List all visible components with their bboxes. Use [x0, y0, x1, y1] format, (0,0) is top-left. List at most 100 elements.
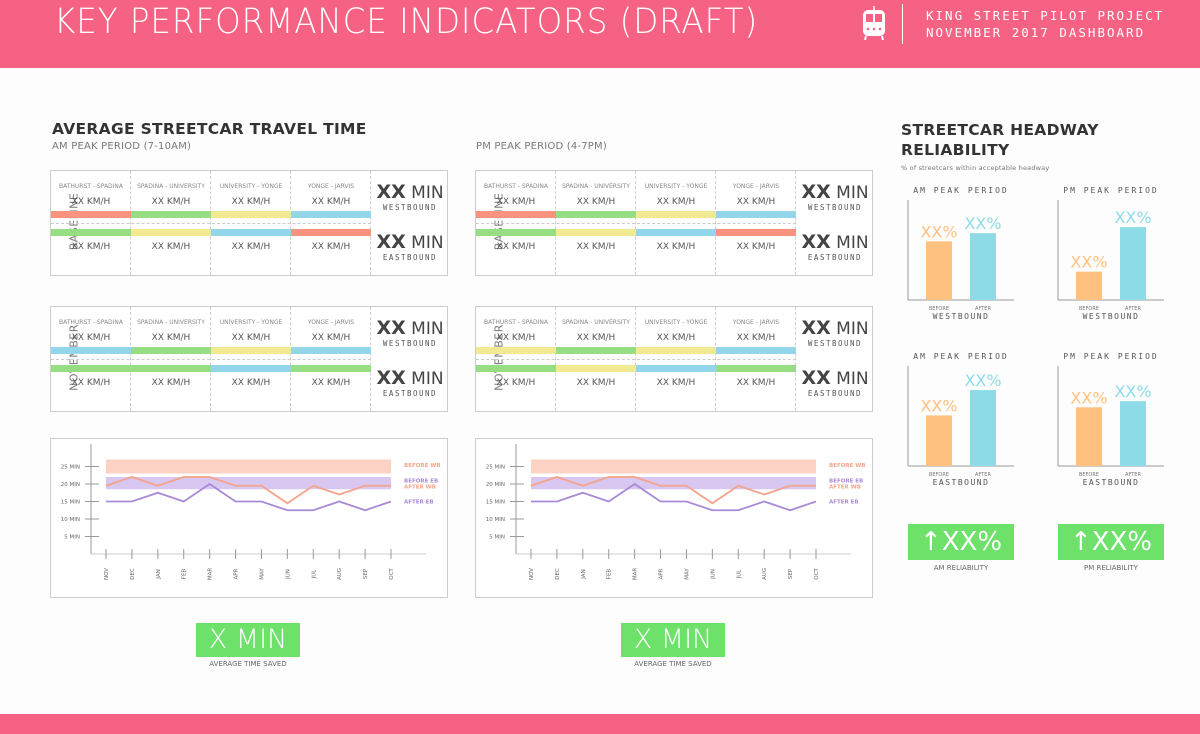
pm-time-saved-caption: AVERAGE TIME SAVED — [634, 660, 712, 668]
legend-after-eb: AFTER EB — [404, 500, 434, 506]
y-tick-label: 15 MIN — [486, 500, 505, 506]
segment-column: YONGE - JARVIS XX KM/H XX KM/H — [291, 307, 371, 411]
direction-label: WESTBOUND — [933, 312, 990, 321]
headway-chart-title: AM PEAK PERIOD — [913, 352, 1009, 361]
wb-speed-bar — [51, 347, 131, 354]
eb-speed-bar — [716, 365, 796, 372]
legend-before-eb: BEFORE EB — [829, 479, 863, 485]
eb-total-time: XX MIN EASTBOUND — [371, 367, 449, 398]
wb-min-unit: MIN — [411, 319, 444, 339]
wb-total-time: XX MIN WESTBOUND — [371, 181, 449, 212]
series-after-eb — [106, 482, 392, 512]
headway-chart-title: PM PEAK PERIOD — [1063, 186, 1159, 195]
bar-before — [926, 241, 952, 300]
bar-value-label: XX% — [1070, 253, 1107, 272]
series-after-wb — [105, 476, 391, 505]
legend-after-wb: AFTER WB — [829, 484, 861, 490]
wb-direction: WESTBOUND — [807, 203, 863, 212]
wb-speed: XX KM/H — [656, 197, 696, 207]
x-tick-label: JAN — [581, 569, 587, 579]
segment-name: SPADINA - UNIVERSITY — [137, 183, 205, 190]
legend-before-eb: BEFORE EB — [404, 479, 438, 485]
row-divider — [476, 359, 796, 360]
x-tick-label: OCT — [814, 568, 820, 580]
am-trend-svg: 5 MIN 10 MIN 15 MIN 20 MIN 25 MIN NOV DEC JAN FE… — [61, 444, 441, 580]
legend-before-wb: BEFORE WB — [829, 463, 866, 469]
eb-speed-bar — [636, 229, 716, 236]
wb-min-value: XX — [376, 317, 406, 339]
wb-speed: XX KM/H — [151, 333, 191, 343]
band-before-wb — [106, 459, 391, 474]
eb-total-time: XX MIN EASTBOUND — [796, 231, 874, 262]
headway-title-line1: STREETCAR HEADWAY — [901, 121, 1099, 139]
x-tick-label: AUG — [762, 568, 768, 580]
wb-speed: XX KM/H — [231, 333, 271, 343]
footer-bar — [0, 714, 1200, 734]
wb-speed-bar — [556, 211, 636, 218]
wb-speed: XX KM/H — [496, 197, 536, 207]
y-tick-label: 25 MIN — [486, 465, 505, 471]
wb-speed: XX KM/H — [231, 197, 271, 207]
headway-subtitle: % of streetcars within acceptable headwa… — [901, 164, 1050, 172]
dashboard-name: NOVEMBER 2017 DASHBOARD — [926, 25, 1146, 40]
wb-speed-bar — [476, 211, 556, 218]
direction-label: WESTBOUND — [1083, 312, 1140, 321]
travel-table-pm-november: NOVEMBER BATHURST - SPADINA XX KM/H XX K… — [475, 306, 873, 412]
segment-column: UNIVERSITY - YONGE XX KM/H XX KM/H — [211, 307, 291, 411]
series-after-wb — [530, 476, 816, 505]
eb-speed: XX KM/H — [656, 242, 696, 252]
eb-speed: XX KM/H — [576, 242, 616, 252]
wb-speed-bar — [131, 211, 211, 218]
headway-chart-am-wb: AM PEAK PERIOD XX% BEFORE XX% AFTER WESTBOUND — [906, 186, 1016, 339]
eb-speed: XX KM/H — [736, 378, 776, 388]
segment-name: SPADINA - UNIVERSITY — [137, 319, 205, 326]
wb-direction: WESTBOUND — [382, 339, 438, 348]
eb-speed: XX KM/H — [71, 378, 111, 388]
segment-name: SPADINA - UNIVERSITY — [562, 183, 630, 190]
eb-speed-bar — [476, 365, 556, 372]
segment-column: UNIVERSITY - YONGE XX KM/H XX KM/H — [211, 171, 291, 275]
wb-min-value: XX — [376, 181, 406, 203]
header-bar: KEY PERFORMANCE INDICATORS (DRAFT) KING … — [0, 0, 1200, 68]
travel-time-title: AVERAGE STREETCAR TRAVEL TIME — [52, 120, 367, 138]
project-name: KING STREET PILOT PROJECT — [926, 8, 1165, 23]
wb-speed-bar — [51, 211, 131, 218]
segment-name: UNIVERSITY - YONGE — [644, 183, 708, 190]
wb-total-time: XX MIN WESTBOUND — [796, 317, 874, 348]
segment-column: SPADINA - UNIVERSITY XX KM/H XX KM/H — [131, 307, 211, 411]
eb-speed-bar — [51, 229, 131, 236]
wb-speed-bar — [211, 347, 291, 354]
y-tick-label: 5 MIN — [64, 535, 80, 541]
am-trend-chart: 5 MIN 10 MIN 15 MIN 20 MIN 25 MIN NOV DEC JAN FE… — [50, 438, 448, 598]
wb-total-time: XX MIN WESTBOUND — [371, 317, 449, 348]
segment-column: BATHURST - SPADINA XX KM/H XX KM/H — [51, 307, 131, 411]
x-tick-label: DEC — [555, 568, 561, 580]
legend-after-eb: AFTER EB — [829, 500, 859, 506]
headway-title: STREETCAR HEADWAY RELIABILITY — [901, 120, 1099, 160]
bar-category-label: AFTER — [975, 306, 991, 312]
segment-name: UNIVERSITY - YONGE — [219, 183, 283, 190]
eb-speed-bar — [716, 229, 796, 236]
wb-speed-bar — [716, 211, 796, 218]
bar-after — [1120, 227, 1146, 300]
direction-label: EASTBOUND — [933, 478, 990, 487]
am-time-saved-caption: AVERAGE TIME SAVED — [209, 660, 287, 668]
segment-name: SPADINA - UNIVERSITY — [562, 319, 630, 326]
bar-before — [926, 415, 952, 466]
pm-trend-chart: 5 MIN 10 MIN 15 MIN 20 MIN 25 MIN NOV DEC JAN FE… — [475, 438, 873, 598]
bar-category-label: BEFORE — [1079, 472, 1099, 478]
wb-speed: XX KM/H — [151, 197, 191, 207]
eb-speed: XX KM/H — [736, 242, 776, 252]
x-tick-label: JUL — [736, 569, 742, 580]
page-title: KEY PERFORMANCE INDICATORS (DRAFT) — [54, 2, 759, 42]
segment-column: UNIVERSITY - YONGE XX KM/H XX KM/H — [636, 307, 716, 411]
eb-min-unit: MIN — [836, 233, 869, 253]
x-tick-label: MAY — [259, 568, 265, 580]
x-tick-label: OCT — [389, 568, 395, 580]
series-after-eb — [531, 482, 817, 512]
pm-time-saved-value: X MIN — [621, 623, 725, 657]
bar-value-label: XX% — [1114, 208, 1151, 227]
headway-chart-title: AM PEAK PERIOD — [913, 186, 1009, 195]
